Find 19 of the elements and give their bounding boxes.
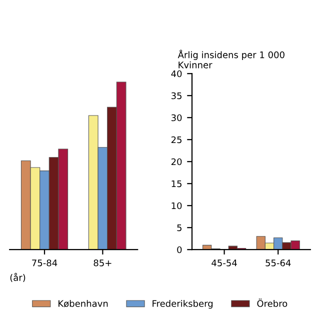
y-tick-label: 0 <box>177 246 182 254</box>
x-tick-label: 85+ <box>94 259 112 266</box>
chart-title: Årlig insidens per 1 000 <box>178 50 284 60</box>
x-tick-label: 55-64 <box>266 259 291 266</box>
legend-label: København <box>58 300 108 308</box>
x-axis-title: (år) <box>10 272 26 282</box>
y-tick-label: 40 <box>171 70 182 78</box>
y-tick-label: 25 <box>171 136 182 144</box>
legend-label: Frederiksberg <box>152 300 213 309</box>
x-tick-label: 45-54 <box>212 260 237 266</box>
legend-label: Örebro <box>257 298 288 307</box>
y-tick-label: 15 <box>172 180 182 188</box>
y-tick-label: 5 <box>177 224 182 232</box>
y-tick-label: 20 <box>171 158 182 166</box>
y-tick-label: 30 <box>171 114 182 122</box>
y-tick-label: 10 <box>172 202 182 210</box>
chart-subtitle: Kvinner <box>178 61 212 68</box>
x-tick-label: 75-84 <box>32 259 58 266</box>
y-tick-label: 35 <box>171 92 182 100</box>
